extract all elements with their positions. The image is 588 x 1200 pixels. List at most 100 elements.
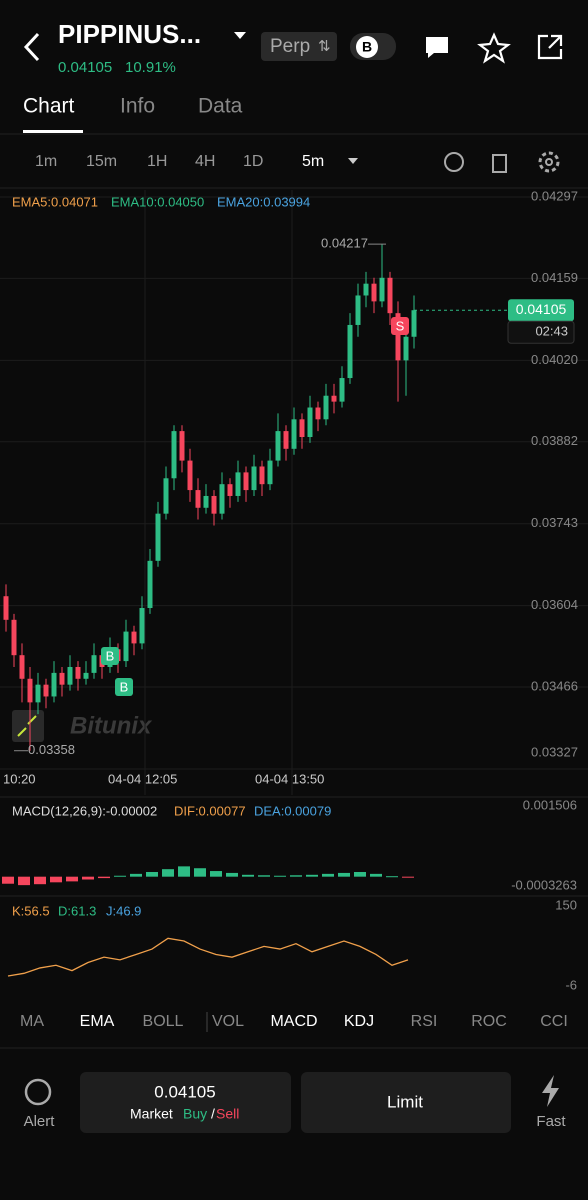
candle-body [355,295,361,325]
candle-body [251,466,257,491]
limit-label[interactable]: Limit [387,1092,423,1111]
tab[interactable]: Data [198,95,243,118]
ema-legend: EMA20:0.03994 [217,194,310,209]
expand-button[interactable] [12,710,44,742]
candle-body [267,460,273,485]
candle-body [147,560,153,609]
fast-label[interactable]: Fast [536,1113,566,1130]
candle-body [27,678,33,703]
alert-icon[interactable] [24,1078,52,1106]
candle-body [11,619,17,656]
y-tick-label: 0.03466 [531,678,578,693]
macd-bar [66,876,78,882]
kdj-legend: K:56.5 [12,903,50,918]
trade-marker [115,678,133,696]
price: 0.04105 [58,59,112,76]
macd-bar [162,869,174,877]
x-tick-label: 10:20 [3,771,36,786]
kdj-legend: J:46.9 [106,903,141,918]
indicator[interactable]: KDJ [344,1013,374,1030]
candle-body [195,490,201,508]
macd-bar [18,876,30,886]
settings-icon[interactable] [538,151,560,173]
candle-body [331,395,337,402]
countdown-box [507,320,575,344]
macd-bar [322,873,334,877]
tab[interactable]: Info [120,95,155,118]
chat-icon[interactable] [426,37,448,58]
y-tick-label: 0.04020 [531,352,578,367]
macd-bar [226,872,238,877]
indicator[interactable]: MA [20,1013,44,1030]
candle-body [411,310,417,337]
candle-body [83,672,89,679]
macd-tick: -0.0003263 [511,877,577,892]
candle-body [211,495,217,514]
sell-label: Sell [216,1106,239,1122]
candle-body [363,283,369,296]
macd-bar [98,876,110,879]
macd-bar [306,874,318,877]
candle-body [275,431,281,461]
macd-bar [130,873,142,877]
back-button[interactable] [23,32,40,62]
macd-bar [386,876,398,878]
trade-marker-label: S [396,318,405,333]
interval[interactable]: 1D [243,153,263,170]
tab[interactable]: Chart [23,95,75,118]
dropdown[interactable] [234,32,246,39]
indicator[interactable]: MACD [270,1013,317,1030]
indicator[interactable]: RSI [411,1013,438,1030]
toggle-knob [356,36,378,58]
interval-dropdown[interactable] [348,158,358,164]
share-icon[interactable] [537,34,563,60]
kdj-k-line [7,937,409,977]
refresh-icon[interactable] [444,152,464,172]
indicator[interactable]: BOLL [143,1013,184,1030]
macd-bar [210,871,222,877]
watermark: Bitunix [70,712,153,739]
candle-body [67,666,73,685]
alert-label[interactable]: Alert [24,1113,56,1130]
candle-body [51,672,57,697]
countdown: 02:43 [535,324,568,339]
candle-body [323,395,329,420]
fast-icon[interactable] [542,1075,559,1107]
change: 10.91% [125,59,176,76]
interval[interactable]: 15m [86,153,117,170]
indicator[interactable]: ROC [471,1013,507,1030]
candle-body [291,419,297,449]
interval[interactable]: 5m [302,153,324,170]
indicator[interactable]: EMA [80,1013,115,1030]
buy-label: Buy [183,1106,207,1122]
sep-label: / [211,1106,215,1122]
favorite-icon[interactable] [477,32,511,64]
candle-body [155,513,161,561]
macd-dif: DIF:0.00077 [174,803,246,818]
candle-body [315,407,321,420]
candle-body [203,495,209,508]
indicator[interactable]: VOL [212,1013,244,1030]
limit-button[interactable] [301,1072,511,1133]
candle-body [307,407,313,438]
ema-legend: EMA10:0.04050 [111,194,204,209]
candle-body [347,324,353,379]
candle-body [131,631,137,644]
copy-icon[interactable] [492,154,507,173]
indicator[interactable]: CCI [540,1013,568,1030]
candle-body [123,631,129,662]
macd-bar [2,876,14,884]
market-button[interactable] [80,1072,291,1133]
y-tick-label: 0.03327 [531,744,578,759]
candle-body [3,596,9,620]
low-label: 0.03358 [28,742,75,757]
symbol[interactable]: PIPPINUS... [58,19,201,49]
interval[interactable]: 1H [147,153,167,170]
market-price[interactable]: 0.04105 [154,1082,215,1101]
candle-body [219,484,225,514]
interval[interactable]: 1m [35,153,57,170]
candle-body [75,666,81,679]
macd-bar [146,871,158,877]
interval[interactable]: 4H [195,153,215,170]
